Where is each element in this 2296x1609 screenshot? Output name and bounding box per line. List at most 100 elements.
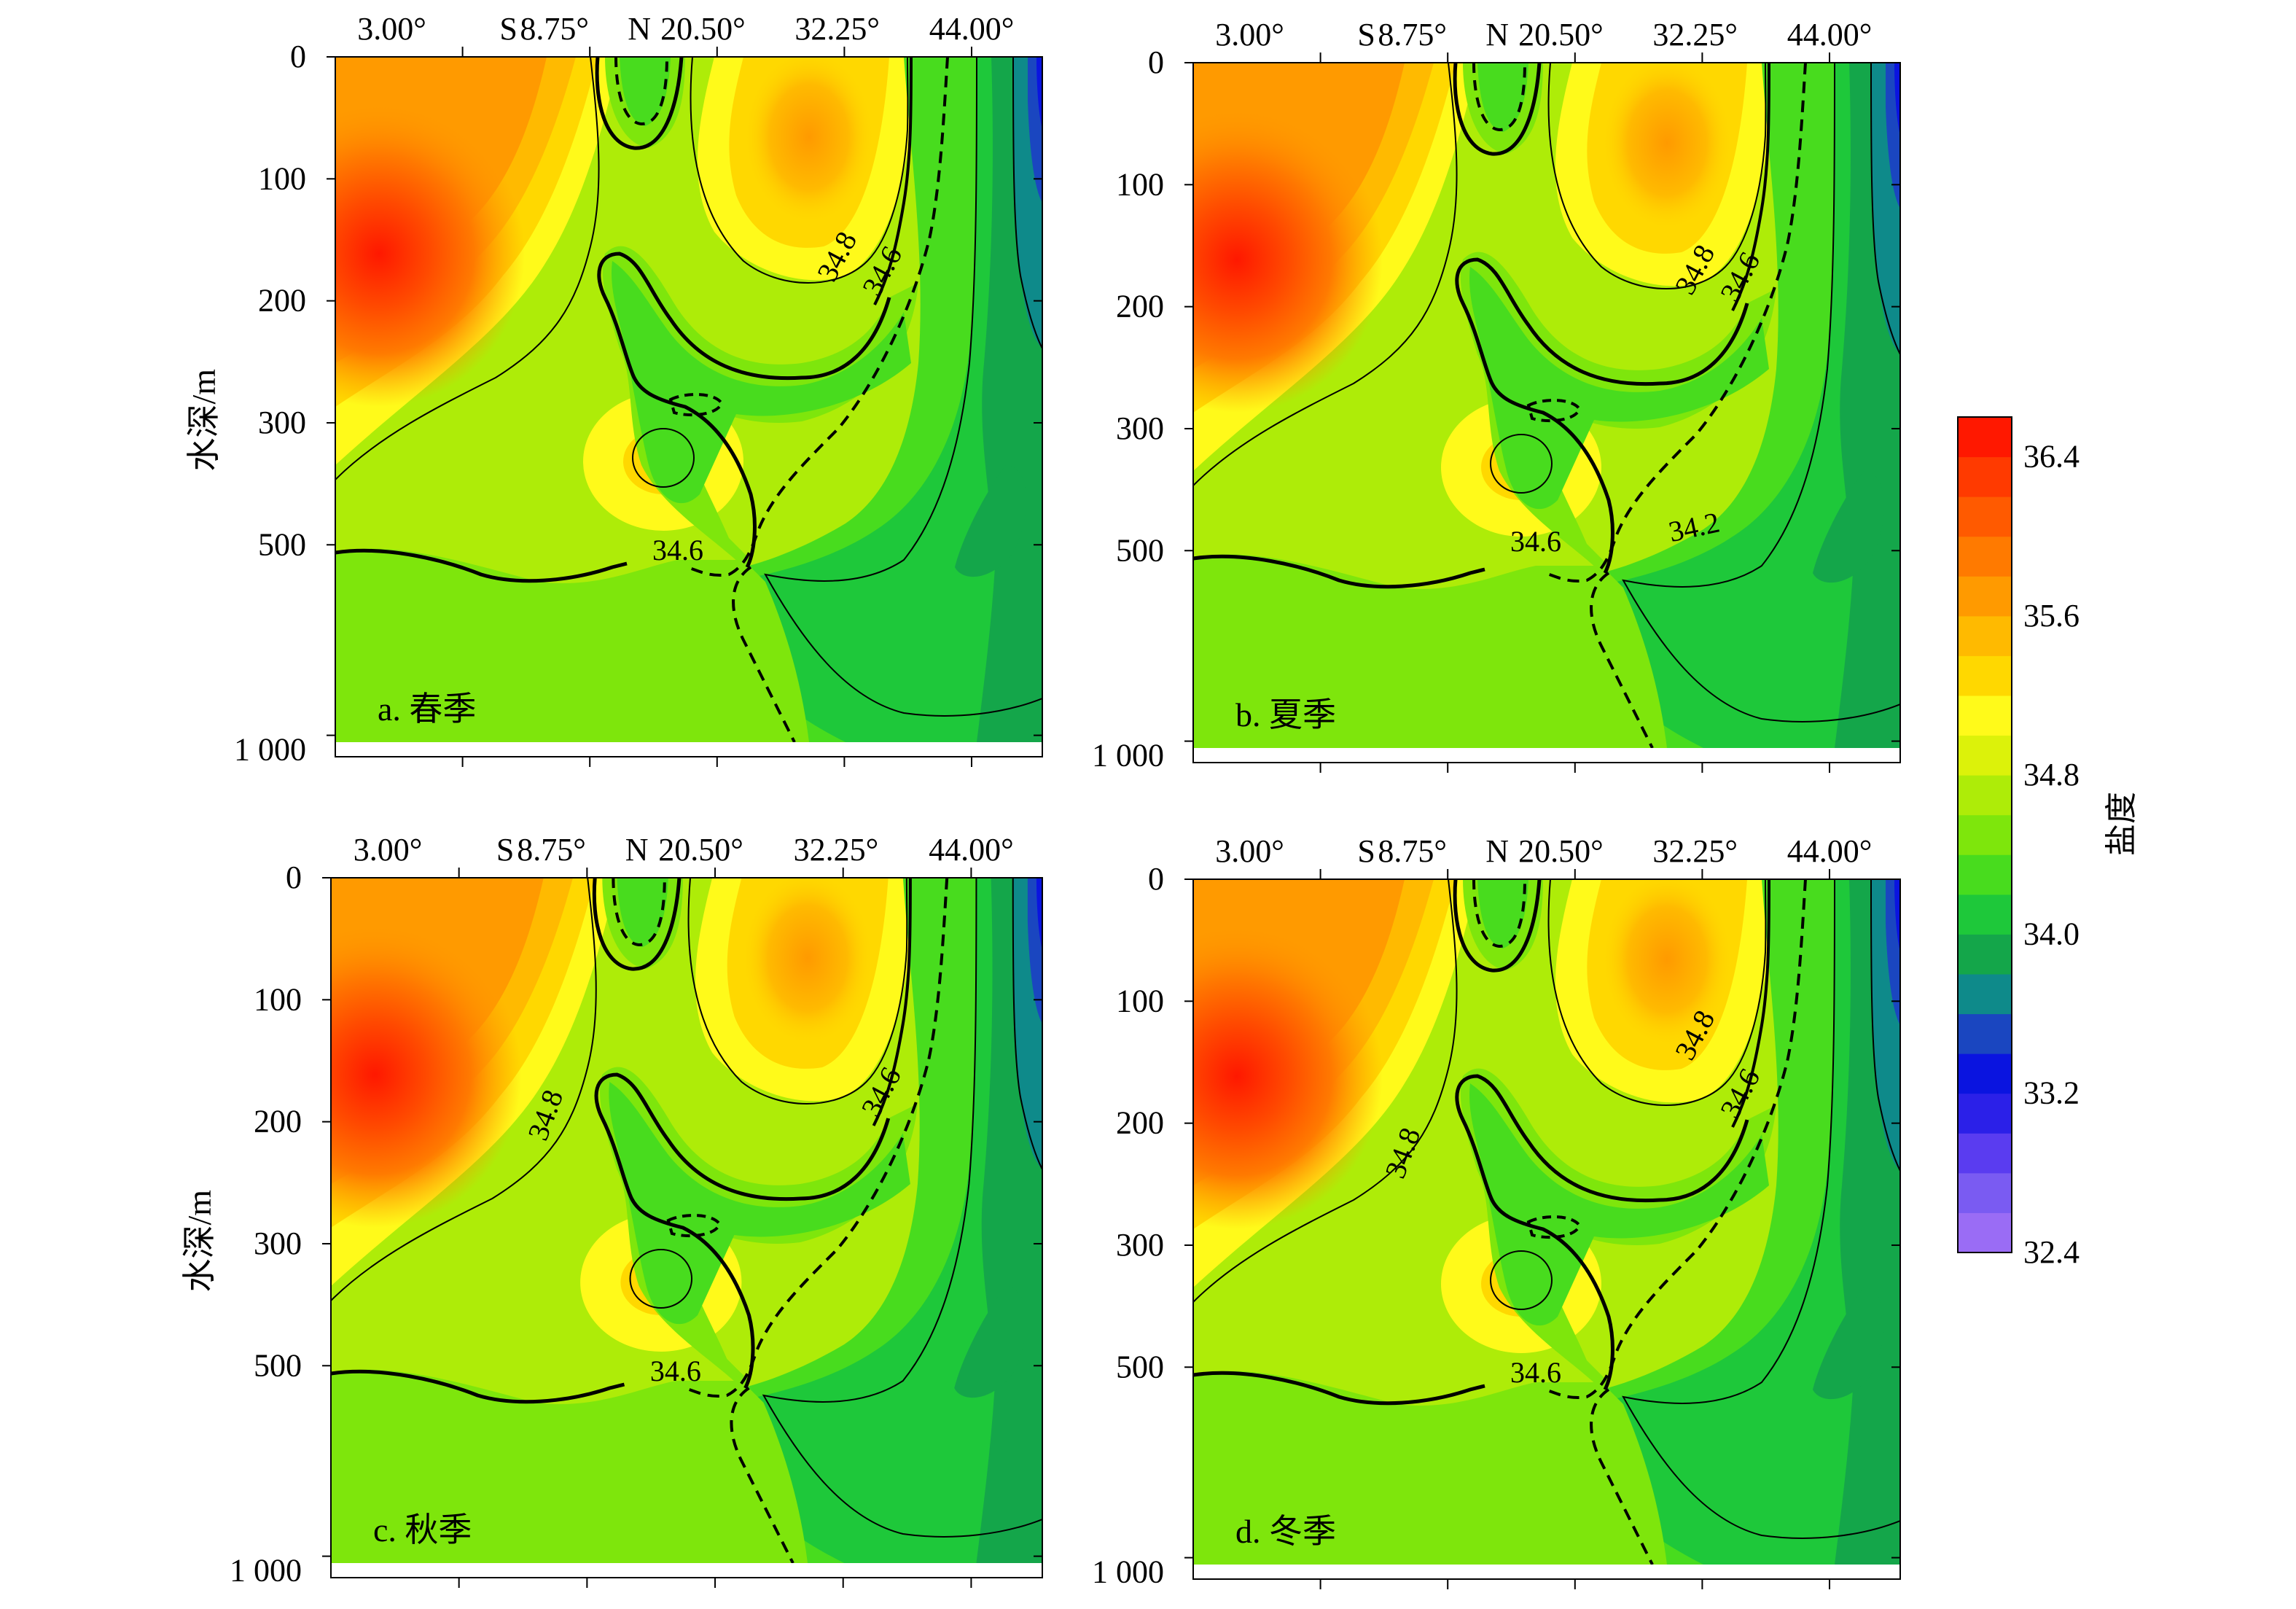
x-tick-label: 44.00°	[929, 11, 1015, 47]
colorbar-swatch	[1958, 1093, 2012, 1134]
colorbar-tick-label: 34.8	[2023, 757, 2080, 792]
x-tick-label: N	[1485, 833, 1509, 869]
x-tick-label: 8.75°	[520, 11, 589, 47]
y-tick-label: 200	[258, 283, 306, 319]
x-tick-label: 8.75°	[1378, 17, 1447, 52]
colorbar-swatch	[1958, 576, 2012, 617]
x-tick-label: 44.00°	[929, 832, 1014, 868]
panel-b: 3.00° S 8.75° N 20.50° 32.25° 44.00° 0 100 200 300…	[1091, 17, 1901, 774]
x-tick-label: S	[1357, 17, 1375, 52]
plot-frame	[330, 877, 1043, 1578]
x-tick-label: 32.25°	[1652, 17, 1738, 52]
y-tick-label: 500	[1116, 532, 1164, 568]
colorbar-swatch	[1958, 1013, 2012, 1054]
colorbar-swatch	[1958, 854, 2012, 895]
y-tick-label: 300	[1116, 1227, 1164, 1263]
colorbar-swatch	[1958, 735, 2012, 776]
panel-d: 3.00° S 8.75° N 20.50° 32.25° 44.00° 0 100 200 300…	[1091, 833, 1901, 1590]
x-tick-label: 8.75°	[517, 832, 586, 868]
y-tick-label: 100	[254, 981, 302, 1017]
x-tick-label: S	[496, 832, 514, 868]
x-tick-label: 8.75°	[1378, 833, 1447, 869]
contour-label: 34.6	[1510, 1356, 1561, 1389]
y-tick-label: 100	[1116, 983, 1164, 1018]
colorbar-tick-label: 36.4	[2023, 439, 2080, 475]
y-tick-label: 0	[286, 860, 302, 895]
y-tick-label: 300	[254, 1226, 302, 1261]
colorbar-tick-label: 34.0	[2023, 916, 2080, 951]
colorbar-swatch	[1958, 456, 2012, 497]
salinity-field	[228, 870, 1042, 1578]
y-axis-label: 水深/m	[181, 1190, 218, 1293]
colorbar: 36.4 35.6 34.8 34.0 33.2 32.4	[1957, 416, 2080, 1270]
x-tick-label: 3.00°	[357, 11, 426, 47]
x-tick-label: 20.50°	[658, 832, 743, 868]
y-tick-label: 100	[1116, 166, 1164, 202]
colorbar-swatch	[1958, 1172, 2012, 1213]
x-tick-label: 20.50°	[1518, 17, 1604, 52]
colorbar-swatch	[1958, 615, 2012, 656]
y-tick-label: 0	[1148, 44, 1164, 80]
colorbar-swatch	[1958, 775, 2012, 816]
contour-label: 34.6	[1510, 525, 1561, 558]
colorbar-swatch	[1958, 934, 2012, 975]
x-tick-label: 20.50°	[1518, 833, 1604, 869]
x-tick-label: 44.00°	[1787, 17, 1873, 52]
y-tick-label: 1 000	[1092, 738, 1164, 774]
x-tick-label: 32.25°	[1652, 833, 1738, 869]
y-tick-label: 1 000	[1092, 1554, 1164, 1590]
y-axis-label: 水深/m	[185, 369, 222, 472]
colorbar-swatch	[1958, 974, 2012, 1015]
colorbar-tick-label: 35.6	[2023, 598, 2080, 634]
x-tick-label: 20.50°	[660, 11, 746, 47]
x-tick-label: 3.00°	[354, 832, 423, 868]
colorbar-swatch	[1958, 1133, 2012, 1174]
panel-label: d. 冬季	[1235, 1513, 1336, 1550]
panel-label: c. 秋季	[373, 1511, 472, 1548]
x-tick-label: N	[625, 832, 649, 868]
y-tick-label: 500	[1116, 1349, 1164, 1384]
y-tick-label: 1 000	[234, 732, 306, 768]
contour-label: 34.6	[650, 1355, 701, 1387]
colorbar-swatch	[1958, 1212, 2012, 1253]
colorbar-swatch	[1958, 496, 2012, 537]
y-tick-label: 0	[1148, 861, 1164, 897]
panel-c: 3.00° S 8.75° N 20.50° 32.25° 44.00° 0 100 200 300…	[181, 832, 1043, 1589]
colorbar-swatch	[1958, 696, 2012, 736]
x-tick-label: 32.25°	[794, 832, 879, 868]
y-tick-label: 500	[258, 526, 306, 562]
colorbar-tick-label: 32.4	[2023, 1234, 2080, 1270]
y-tick-label: 500	[254, 1347, 302, 1383]
plot-frame	[1192, 878, 1901, 1580]
x-tick-label: 3.00°	[1215, 833, 1284, 869]
contour-label: 34.6	[652, 534, 703, 566]
plot-frame	[335, 56, 1043, 757]
colorbar-swatch	[1958, 655, 2012, 696]
y-tick-label: 200	[1116, 289, 1164, 324]
y-tick-label: 200	[1116, 1105, 1164, 1141]
salinity-field	[233, 50, 1042, 757]
y-tick-label: 100	[258, 160, 306, 196]
x-tick-label: S	[1357, 833, 1375, 869]
colorbar-swatch	[1958, 1053, 2012, 1094]
colorbar-swatch	[1958, 536, 2012, 577]
x-tick-label: N	[1485, 17, 1509, 52]
colorbar-swatch	[1958, 894, 2012, 935]
colorbar-frame	[1957, 416, 2012, 1253]
y-tick-label: 300	[258, 405, 306, 440]
x-tick-label: 3.00°	[1215, 17, 1284, 52]
salinity-field	[1091, 872, 1900, 1579]
x-tick-label: 44.00°	[1787, 833, 1873, 869]
y-tick-label: 1 000	[230, 1553, 302, 1589]
y-tick-label: 200	[254, 1104, 302, 1139]
panel-label: b. 夏季	[1235, 696, 1336, 733]
salinity-field	[1091, 55, 1900, 763]
colorbar-tick-label: 33.2	[2023, 1075, 2080, 1111]
x-tick-label: S	[499, 11, 517, 47]
y-tick-label: 300	[1116, 410, 1164, 446]
x-tick-label: 32.25°	[794, 11, 880, 47]
panel-a: 3.00° S 8.75° N 20.50° 32.25° 44.00° 0 100 200 300…	[185, 11, 1043, 768]
colorbar-swatch	[1958, 814, 2012, 855]
colorbar-title: 盐度	[2104, 792, 2139, 856]
panel-label: a. 春季	[378, 690, 476, 728]
